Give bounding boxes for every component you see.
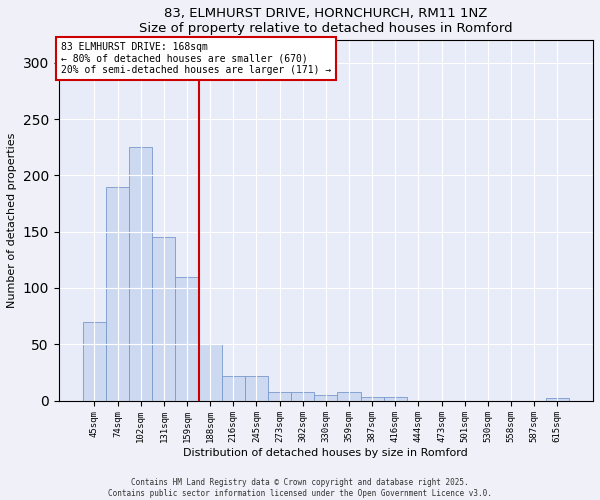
Bar xyxy=(83,322,106,400)
Bar xyxy=(245,376,268,400)
Text: 83 ELMHURST DRIVE: 168sqm
← 80% of detached houses are smaller (670)
20% of semi: 83 ELMHURST DRIVE: 168sqm ← 80% of detac… xyxy=(61,42,332,76)
Bar xyxy=(152,238,175,400)
Bar xyxy=(222,376,245,400)
X-axis label: Distribution of detached houses by size in Romford: Distribution of detached houses by size … xyxy=(184,448,468,458)
Y-axis label: Number of detached properties: Number of detached properties xyxy=(7,132,17,308)
Bar xyxy=(129,147,152,401)
Bar xyxy=(199,344,222,401)
Bar xyxy=(175,276,199,400)
Bar xyxy=(545,398,569,400)
Title: 83, ELMHURST DRIVE, HORNCHURCH, RM11 1NZ
Size of property relative to detached h: 83, ELMHURST DRIVE, HORNCHURCH, RM11 1NZ… xyxy=(139,7,512,35)
Bar xyxy=(361,397,383,400)
Bar xyxy=(337,392,361,400)
Bar xyxy=(268,392,291,400)
Bar xyxy=(383,397,407,400)
Text: Contains HM Land Registry data © Crown copyright and database right 2025.
Contai: Contains HM Land Registry data © Crown c… xyxy=(108,478,492,498)
Bar xyxy=(314,395,337,400)
Bar xyxy=(106,186,129,400)
Bar xyxy=(291,392,314,400)
